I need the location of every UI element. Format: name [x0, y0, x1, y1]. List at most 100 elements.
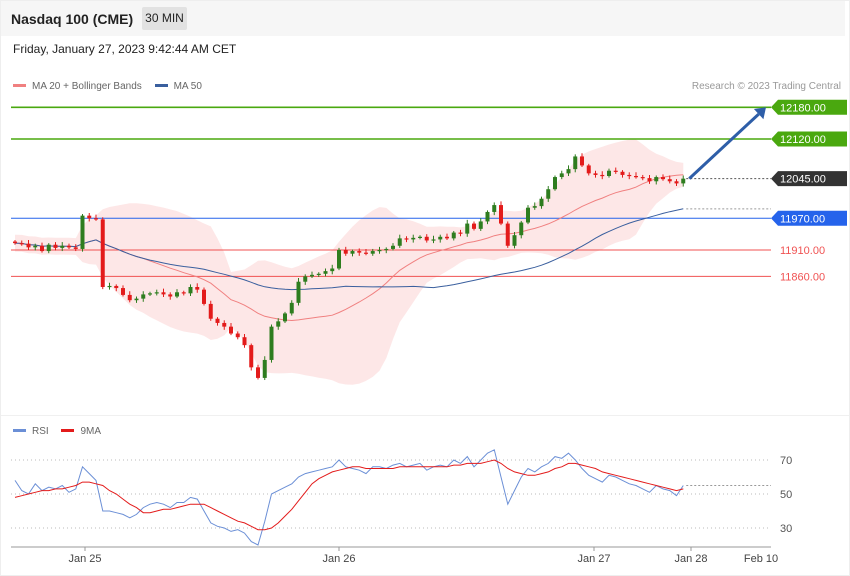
candle-body [323, 271, 328, 274]
candle-body [607, 170, 611, 176]
candle-body [256, 367, 260, 378]
x-tick-label-4: Feb 10 [744, 553, 778, 565]
candle-body [613, 170, 618, 172]
candle-body [175, 292, 179, 297]
rsi-tick-1: 50 [780, 489, 792, 501]
candle-body [600, 174, 605, 177]
rsi-line [14, 449, 684, 546]
ma50-swatch [154, 83, 168, 87]
candle-body [458, 232, 463, 234]
candle-body [681, 178, 686, 184]
level-tag-0 [771, 99, 847, 115]
candle-body [566, 169, 571, 174]
candle-body [229, 326, 233, 334]
candle-body [661, 177, 665, 180]
x-tick-label-2: Jan 27 [577, 553, 610, 565]
candle-body [438, 236, 443, 240]
ma20-swatch [13, 83, 26, 87]
candle-body [276, 321, 281, 327]
rsi-legend: RSI 9MA [13, 426, 101, 437]
candle-body [208, 303, 213, 319]
level-label-0: 12180.00 [780, 102, 826, 114]
legend-ma20: MA 20 + Bollinger Bands [13, 81, 142, 92]
candle-body [586, 165, 591, 174]
rsi-legend-label: RSI [32, 426, 49, 437]
candle-body [94, 218, 98, 220]
level-tag-1 [771, 131, 847, 147]
candle-body [674, 181, 679, 184]
candle-body [397, 238, 402, 246]
rsi-tick-0: 70 [780, 455, 792, 467]
candle-body [141, 294, 146, 299]
candle-body [242, 337, 247, 346]
x-tick-label-1: Jan 26 [322, 553, 355, 565]
bollinger-band [15, 139, 684, 385]
candle-body [235, 333, 240, 338]
candle-body [654, 177, 659, 182]
rsi-tick-2: 30 [780, 523, 792, 535]
rsi-9ma-line [14, 459, 684, 531]
candle-body [384, 248, 389, 251]
candle-body [202, 289, 206, 304]
candle-body [499, 205, 503, 224]
candle-body [40, 245, 44, 252]
instrument-title: Nasdaq 100 (CME) [11, 11, 134, 27]
level-label-4: 11860.00 [780, 271, 825, 283]
candle-body [532, 206, 537, 208]
candle-body [580, 156, 584, 166]
candle-body [472, 223, 476, 229]
candle-body [559, 173, 564, 178]
candle-body [114, 285, 119, 289]
candle-body [19, 243, 24, 245]
level-label-1: 12120.00 [780, 134, 826, 146]
candle-body [593, 173, 598, 175]
candle-body [87, 215, 92, 219]
candle-body [424, 236, 429, 241]
candle-body [364, 252, 368, 254]
timeframe-button[interactable]: 30 MIN [142, 7, 187, 30]
candle-body [181, 292, 186, 294]
candle-body [249, 345, 254, 368]
candle-body [107, 285, 112, 288]
candle-body [330, 268, 335, 272]
candle-body [303, 276, 308, 282]
candle-body [215, 318, 220, 323]
legend-rsi: RSI [13, 426, 49, 437]
candle-body [296, 281, 301, 303]
ma20-label: MA 20 + Bollinger Bands [32, 81, 142, 92]
candle-body [553, 177, 557, 190]
candle-body [505, 223, 510, 246]
candle-body [411, 237, 416, 240]
candle-body [154, 292, 159, 294]
candle-body [357, 251, 362, 253]
candle-body [667, 179, 672, 182]
candle-body [316, 273, 321, 275]
current-price-tag [771, 171, 847, 187]
rsi-swatch [13, 428, 26, 432]
candle-body [431, 239, 436, 241]
candle-body [188, 287, 193, 294]
legend-ma50: MA 50 [154, 81, 202, 92]
candle-body [526, 207, 530, 223]
candle-body [546, 189, 551, 199]
candle-body [100, 219, 105, 287]
candle-body [13, 241, 17, 244]
legend-9ma: 9MA [61, 426, 101, 437]
candle-body [377, 250, 382, 252]
candle-body [195, 287, 200, 290]
ma50-line [14, 208, 684, 291]
candle-body [310, 274, 314, 277]
candle-body [60, 245, 65, 248]
level-label-3: 11910.00 [780, 245, 825, 257]
candle-body [161, 292, 166, 295]
candle-body [80, 215, 85, 249]
candle-body [370, 251, 375, 254]
copyright: Research © 2023 Trading Central [691, 81, 841, 92]
candle-body [539, 198, 544, 207]
current-price-label: 12045.00 [780, 174, 826, 186]
candle-body [620, 171, 625, 175]
candle-body [283, 313, 287, 322]
candle-body [222, 322, 227, 327]
forecast-arrow-shaft [688, 112, 760, 180]
candle-body [492, 205, 497, 212]
